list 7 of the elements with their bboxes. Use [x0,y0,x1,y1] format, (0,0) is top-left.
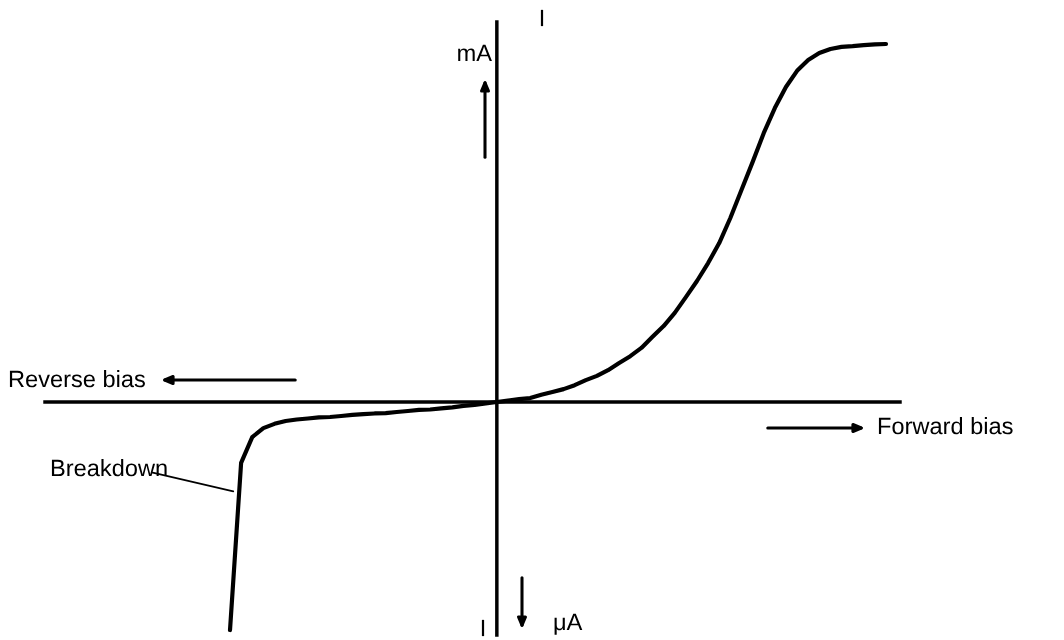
annotation: I [481,619,485,637]
text: I [540,9,544,27]
annotation: mA [458,44,492,62]
text: Breakdown [51,458,167,477]
text: Reverse bias [9,369,145,388]
annotation: Forward bias [878,416,1013,435]
annotation: μA [554,613,583,635]
